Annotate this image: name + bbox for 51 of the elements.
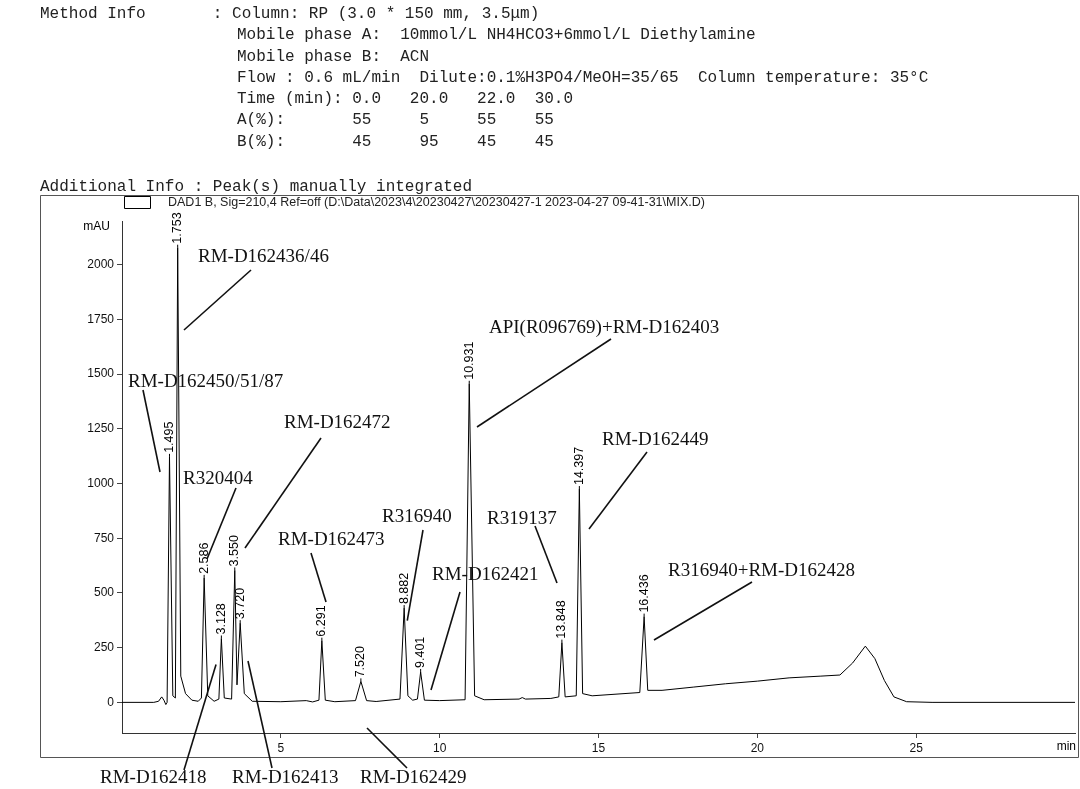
annotation: R320404 — [183, 467, 254, 488]
annotation: 2.586 — [196, 542, 211, 574]
annotation: 6.291 — [314, 605, 329, 637]
text: A(%): 55 5 55 55 — [237, 110, 555, 132]
annotation: 3.128 — [213, 603, 228, 635]
x-tick-label: 20 — [750, 740, 765, 755]
text: Mobile phase B: ACN — [237, 46, 431, 68]
y-tick-label: 1750 — [87, 311, 115, 326]
y-tick-label: 1250 — [87, 421, 115, 436]
y-tick-label: 750 — [93, 530, 115, 545]
y-tick-label: 0 — [107, 694, 115, 709]
text: Mobile phase A: 10mmol/L NH4HCO3+6mmol/L Diethylamine — [237, 25, 757, 47]
annotation: 7.520 — [353, 646, 368, 678]
x-tick-label: 15 — [591, 740, 606, 755]
text: Additional Info : Peak(s) manually integrated — [40, 177, 474, 197]
annotation: 3.550 — [227, 535, 242, 567]
y-tick-label: 2000 — [87, 257, 115, 272]
x-tick-label: 25 — [909, 740, 924, 755]
annotation: 3.720 — [232, 587, 247, 620]
text: B(%): 45 95 45 45 — [237, 131, 555, 153]
y-tick-label: 250 — [93, 639, 115, 654]
y-tick-label: 1500 — [87, 366, 115, 381]
y-tick-label: 1000 — [87, 475, 115, 490]
annotation: R319137 — [487, 507, 557, 528]
annotation: 1.495 — [161, 421, 176, 453]
annotation: R316940 — [382, 505, 452, 526]
x-axis-title: min — [1056, 739, 1076, 754]
annotation: API(R096769)+RM-D162403 — [489, 316, 720, 338]
annotation: 9.401 — [413, 636, 428, 668]
annotation: 14.397 — [571, 446, 586, 486]
x-tick-label: 10 — [432, 740, 447, 755]
annotation: RM-D162436/46 — [198, 245, 329, 266]
annotation: RM-D162418 — [100, 766, 207, 787]
annotation: 1.753 — [170, 212, 185, 244]
annotation: 10.931 — [461, 341, 476, 380]
text: Method Info : Column: RP (3.0 * 150 mm, 3.5μm) — [40, 4, 541, 25]
annotation: RM-D162472 — [284, 411, 391, 432]
y-tick-label: 500 — [93, 585, 115, 600]
text: RM-D162429 — [360, 766, 467, 787]
text: RM-D162413 — [232, 766, 339, 787]
x-tick-label: 5 — [277, 740, 285, 755]
annotation: RM-D162473 — [278, 528, 385, 549]
legend-label: DAD1 B, Sig=210,4 Ref=off (D:\Data\2023\4\20230427\20230427-1 2023-04-27 09-41-31\MIX.D) — [168, 195, 705, 210]
annotation: R316940+RM-D162428 — [668, 559, 856, 580]
annotation: 13.848 — [554, 600, 569, 639]
text: Time (min): 0.0 20.0 22.0 30.0 — [237, 89, 575, 111]
text: Flow : 0.6 mL/min Dilute:0.1%H3PO4/MeOH=35/65 Column temperature: 35°C — [237, 67, 929, 89]
annotation: 16.436 — [636, 574, 651, 613]
annotation: RM-D162449 — [602, 428, 709, 449]
y-axis-title: mAU — [83, 219, 110, 234]
annotation: 8.882 — [396, 572, 411, 605]
